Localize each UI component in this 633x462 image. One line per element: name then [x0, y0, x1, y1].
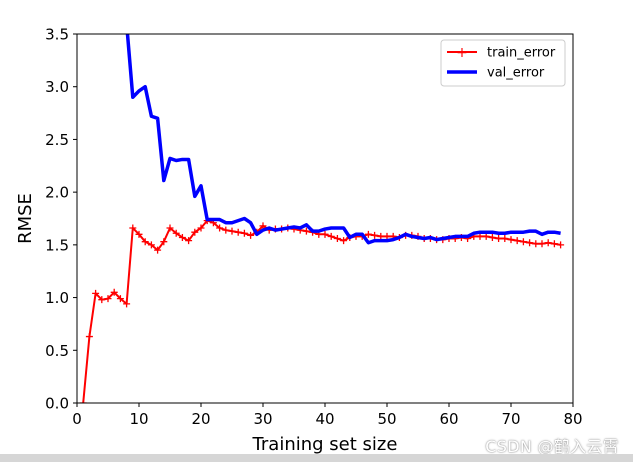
data-point-train-error: [228, 227, 236, 235]
bottom-scroll-strip: [0, 454, 633, 462]
data-point-train-error: [104, 295, 112, 303]
watermark: CSDN @鹤入云霄: [485, 437, 619, 456]
data-point-train-error: [488, 233, 496, 241]
data-point-train-error: [85, 333, 93, 341]
data-point-train-error: [538, 240, 546, 248]
x-tick-label: 50: [377, 410, 396, 428]
data-point-train-error: [178, 233, 186, 241]
data-point-train-error: [371, 231, 379, 239]
x-tick-label: 10: [129, 410, 148, 428]
data-point-train-error: [98, 296, 106, 304]
y-tick-label: 1.0: [45, 289, 69, 307]
x-tick-label: 70: [501, 410, 520, 428]
data-point-train-error: [129, 224, 137, 232]
data-point-train-error: [222, 226, 230, 234]
y-tick-label: 3.5: [45, 26, 69, 44]
data-point-train-error: [544, 239, 552, 247]
data-point-train-error: [247, 231, 255, 239]
data-point-train-error: [526, 239, 534, 247]
data-point-train-error: [92, 289, 100, 297]
data-point-train-error: [154, 246, 162, 254]
data-point-train-error: [532, 240, 540, 248]
x-tick-label: 80: [563, 410, 582, 428]
x-tick-label: 40: [315, 410, 334, 428]
data-point-train-error: [364, 230, 372, 238]
y-tick-label: 0.0: [45, 395, 69, 413]
data-point-train-error: [482, 232, 490, 240]
data-point-train-error: [79, 399, 87, 403]
data-point-train-error: [321, 230, 329, 238]
x-tick-label: 60: [439, 410, 458, 428]
legend-marker-train-error: +: [456, 45, 468, 61]
data-point-train-error: [333, 235, 341, 243]
x-tick-label: 30: [253, 410, 272, 428]
data-point-train-error: [259, 222, 267, 230]
data-point-train-error: [513, 237, 521, 245]
data-point-train-error: [240, 229, 248, 237]
data-point-train-error: [327, 232, 335, 240]
axis-ticks: 0 10 20 30 40 50 60 70 80 0.0 0.5 1.0 1.5 2.0 2.5 3.0 3.…: [45, 26, 582, 429]
data-point-train-error: [172, 229, 180, 237]
legend-label-train-error: train_error: [487, 46, 556, 61]
y-tick-label: 1.5: [45, 236, 69, 254]
data-point-train-error: [123, 300, 131, 308]
data-point-train-error: [550, 240, 558, 248]
y-axis-title: RMSE: [15, 193, 36, 244]
series-line-val-error: [125, 34, 561, 245]
plot-area: [79, 34, 565, 403]
data-point-train-error: [135, 230, 143, 238]
x-tick-label: 20: [191, 410, 210, 428]
data-point-train-error: [340, 237, 348, 245]
data-point-train-error: [141, 238, 149, 246]
data-point-train-error: [185, 237, 193, 245]
data-point-train-error: [116, 295, 124, 303]
x-tick-label: 0: [72, 410, 82, 428]
data-point-train-error: [197, 224, 205, 232]
data-point-train-error: [383, 232, 391, 240]
series-line-train-error: [82, 219, 561, 403]
data-point-train-error: [191, 228, 199, 236]
data-point-train-error: [216, 224, 224, 232]
y-tick-label: 2.0: [45, 184, 69, 202]
data-point-train-error: [501, 235, 509, 243]
y-tick-label: 2.5: [45, 131, 69, 149]
data-point-train-error: [519, 238, 527, 246]
data-point-train-error: [160, 238, 168, 246]
data-point-train-error: [234, 228, 242, 236]
data-point-train-error: [557, 241, 565, 249]
data-point-train-error: [302, 227, 310, 235]
data-point-train-error: [507, 236, 515, 244]
legend: + train_error val_error: [440, 39, 566, 87]
y-tick-label: 0.5: [45, 342, 69, 360]
y-tick-label: 3.0: [45, 78, 69, 96]
legend-label-val-error: val_error: [487, 66, 545, 81]
data-point-train-error: [377, 232, 385, 240]
data-point-train-error: [495, 235, 503, 243]
data-point-train-error: [476, 232, 484, 240]
data-point-train-error: [110, 288, 118, 296]
axes-frame: [76, 33, 574, 404]
data-point-train-error: [166, 224, 174, 232]
x-axis-title: Training set size: [252, 434, 398, 455]
data-point-train-error: [147, 241, 155, 249]
